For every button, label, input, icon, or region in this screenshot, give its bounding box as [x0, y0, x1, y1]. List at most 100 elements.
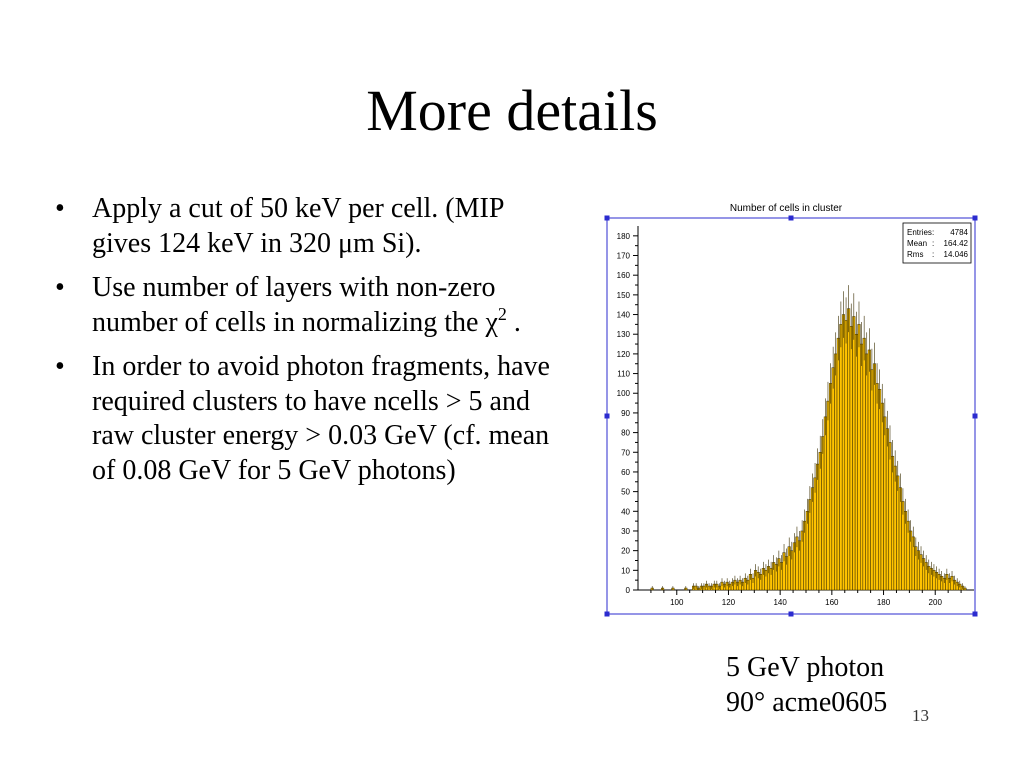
stats-separator: : [932, 228, 934, 237]
histogram-bar [810, 487, 815, 591]
histogram-bar [875, 383, 879, 591]
bullet-text: Use number of layers with non-zero numbe… [92, 272, 498, 338]
stats-separator: : [932, 239, 934, 248]
histogram-bar [849, 326, 853, 591]
histogram-bar [839, 324, 843, 591]
histogram-bar [836, 337, 840, 591]
bullet-dot: • [55, 193, 65, 224]
x-tick-label: 200 [929, 598, 943, 607]
selection-handle [972, 413, 978, 419]
y-tick-label: 110 [617, 370, 630, 379]
histogram-bar [847, 308, 851, 591]
histogram-bar [808, 499, 812, 591]
bullet-list: • Apply a cut of 50 keV per cell. (MIP g… [50, 192, 550, 498]
bullet-text: Apply a cut of 50 keV per cell. (MIP giv… [92, 193, 504, 259]
histogram-bar [826, 400, 830, 591]
histogram-bar [813, 477, 817, 591]
histogram-bar [872, 363, 877, 591]
histogram-bar [834, 353, 838, 591]
stats-label: Mean [907, 239, 927, 248]
figure-caption: 5 GeV photon 90° acme0605 [726, 650, 887, 720]
histogram-bar [857, 324, 861, 591]
histogram-bar [818, 452, 822, 591]
stats-label: Entries [907, 228, 932, 237]
histogram-bar [841, 314, 846, 591]
y-tick-label: 100 [617, 389, 631, 398]
bullet-dot: • [55, 272, 65, 303]
stats-value: 164.42 [944, 239, 969, 248]
y-tick-label: 20 [621, 547, 630, 556]
y-tick-label: 80 [621, 429, 630, 438]
y-tick-label: 120 [617, 350, 631, 359]
y-tick-label: 140 [617, 311, 631, 320]
histogram-bar [885, 428, 889, 591]
page-number: 13 [912, 706, 929, 725]
y-tick-label: 40 [621, 507, 630, 516]
bullet-text-tail: . [506, 306, 521, 338]
stats-value: 14.046 [944, 250, 969, 259]
histogram-bar [898, 487, 902, 591]
y-tick-label: 10 [621, 566, 630, 575]
selection-handle [788, 215, 794, 221]
y-tick-label: 30 [621, 527, 630, 536]
bullet-dot: • [55, 351, 65, 382]
histogram-bar [829, 383, 833, 591]
histogram-bar [883, 416, 887, 591]
histogram-bar [891, 455, 895, 591]
selection-handle [788, 611, 794, 617]
stats-label: Rms [907, 250, 923, 259]
x-tick-label: 160 [825, 598, 839, 607]
x-tick-label: 100 [670, 598, 684, 607]
chi-square-superscript: 2 [497, 303, 507, 324]
histogram-bar [854, 333, 858, 591]
histogram-bar [888, 442, 892, 591]
histogram-bar [867, 349, 871, 591]
slide-title: More details [366, 78, 658, 143]
histogram-bar [878, 389, 882, 591]
caption-line-1: 5 GeV photon [726, 652, 885, 683]
y-tick-label: 150 [617, 291, 631, 300]
selection-handle [604, 413, 610, 419]
y-tick-label: 50 [621, 488, 630, 497]
selection-handle [972, 215, 978, 221]
selection-handle [972, 611, 978, 617]
stats-separator: : [932, 250, 934, 259]
y-tick-label: 170 [617, 252, 631, 261]
y-tick-label: 0 [626, 586, 631, 595]
stats-box: Entries: 4784 Mean: 164.42 Rms: 14.046 [902, 222, 972, 264]
histogram-bar [844, 320, 848, 591]
y-tick-label: 90 [621, 409, 630, 418]
selection-handle [604, 611, 610, 617]
histogram-bar [880, 402, 884, 591]
histogram-bar [893, 465, 897, 591]
chart-title: Number of cells in cluster [730, 203, 843, 214]
bullet-item: • Apply a cut of 50 keV per cell. (MIP g… [50, 192, 550, 261]
selection-handle [604, 215, 610, 221]
histogram-bar [821, 436, 825, 591]
stats-value: 4784 [950, 228, 968, 237]
y-tick-label: 70 [621, 448, 630, 457]
histogram-bar [852, 316, 856, 591]
histogram-bar [901, 501, 905, 591]
histogram-bar [870, 369, 874, 591]
y-tick-label: 180 [617, 232, 631, 241]
histogram-chart[interactable]: Number of cells in cluster 0 10 20 30 40 50 60 7… [602, 196, 980, 620]
histogram-bar [823, 416, 827, 591]
x-tick-label: 140 [773, 598, 787, 607]
y-tick-label: 130 [617, 330, 631, 339]
y-tick-label: 60 [621, 468, 630, 477]
bullet-item: • In order to avoid photon fragments, ha… [50, 350, 550, 488]
histogram-bar [860, 343, 864, 591]
histogram-bar [865, 353, 869, 591]
histogram-bar [896, 475, 900, 591]
x-tick-label: 180 [877, 598, 891, 607]
caption-line-2: 90° acme0605 [726, 687, 888, 718]
bullet-text: In order to avoid photon fragments, have… [92, 351, 550, 486]
y-tick-label: 160 [617, 271, 631, 280]
x-tick-label: 120 [722, 598, 736, 607]
histogram-bar [831, 367, 835, 591]
stats-box-frame [902, 222, 972, 264]
histogram-bar [816, 463, 820, 591]
histogram-bar [862, 337, 866, 591]
bullet-item: • Use number of layers with non-zero num… [50, 271, 550, 340]
